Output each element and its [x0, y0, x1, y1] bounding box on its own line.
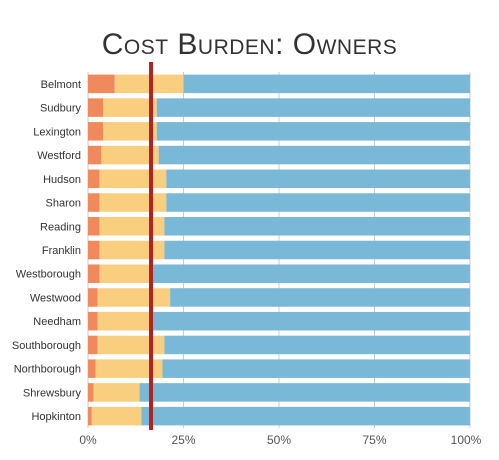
bar-segment [139, 383, 470, 402]
category-label: Belmont [41, 79, 81, 91]
bar-segment [170, 288, 470, 307]
bar-segment [97, 288, 171, 307]
bar-segment [99, 169, 167, 189]
category-label: Needham [33, 316, 81, 328]
category-label: Franklin [42, 245, 81, 257]
category-label: Hopkinton [31, 411, 81, 423]
bar-segment [99, 193, 167, 212]
bar-segment [152, 264, 470, 283]
category-label: Westborough [16, 269, 81, 281]
bar-segment [95, 359, 163, 378]
category-label: Westwood [30, 292, 81, 304]
bar-segment [88, 359, 96, 378]
bar-segment [166, 169, 470, 189]
bar-segment [164, 217, 470, 236]
bar-segment [88, 122, 104, 141]
category-label: Westford [37, 150, 81, 162]
bar-segment [99, 264, 153, 283]
bar-segment [99, 240, 165, 260]
bar-segment [93, 383, 140, 402]
bar-segment [88, 217, 100, 236]
category-label: Northborough [14, 364, 81, 376]
category-label: Sudbury [40, 103, 81, 115]
bar-segment [103, 122, 157, 141]
bar-segment [183, 74, 470, 94]
bar-segment [156, 122, 470, 141]
x-tick-label: 50% [267, 433, 291, 447]
bar-segment [88, 240, 100, 260]
bar-segment [88, 264, 100, 283]
x-tick-label: 25% [171, 433, 195, 447]
category-label: Southborough [12, 340, 81, 352]
bar-segment [88, 311, 98, 331]
bar-segment [164, 335, 470, 355]
category-label: Sharon [46, 198, 81, 210]
bar-segment [88, 406, 92, 426]
x-tick-label: 0% [79, 433, 97, 447]
category-label: Lexington [33, 126, 81, 138]
bar-segment [101, 145, 159, 165]
bar-segment [141, 406, 471, 426]
category-label: Hudson [43, 174, 81, 186]
bar-segment [162, 359, 471, 378]
bar-segment [88, 288, 98, 307]
bar-segment [99, 217, 165, 236]
bar-segment [152, 311, 470, 331]
bar-segment [88, 74, 115, 94]
bar-segment [88, 98, 104, 117]
chart-title: Cost Burden: Owners [101, 28, 398, 61]
bar-segment [88, 169, 100, 189]
x-tick-label: 75% [362, 433, 386, 447]
bar-segment [164, 240, 470, 260]
bar-segment [158, 145, 471, 165]
bar-segment [97, 335, 165, 355]
bar-segment [88, 383, 94, 402]
bar-segment [97, 311, 153, 331]
bar-segment [88, 145, 102, 165]
bar-segment [166, 193, 470, 212]
category-label: Reading [40, 221, 81, 233]
x-tick-label: 100% [451, 433, 482, 447]
bar-segment [88, 335, 98, 355]
bar-segment [88, 193, 100, 212]
category-label: Shrewsbury [23, 387, 82, 399]
bar-segment [91, 406, 142, 426]
bar-segment [156, 98, 470, 117]
bar-segment [103, 98, 157, 117]
